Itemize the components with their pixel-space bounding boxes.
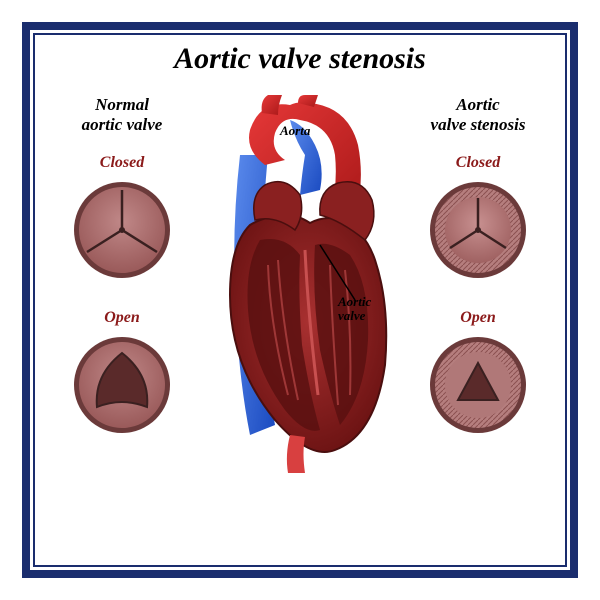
normal-valve-heading: Normal aortic valve — [42, 95, 202, 136]
normal-closed-label: Closed — [42, 154, 202, 172]
page-title: Aortic valve stenosis — [0, 42, 600, 76]
aortic-valve-label: Aortic valve — [338, 295, 371, 324]
aorta-label: Aorta — [280, 123, 310, 139]
stenosis-open-label: Open — [398, 309, 558, 327]
stenosis-valve-heading: Aortic valve stenosis — [398, 95, 558, 136]
stenosis-valve-closed-icon — [428, 180, 528, 280]
heart-svg-icon — [190, 95, 410, 475]
stenosis-valve-column: Aortic valve stenosis Closed Open — [398, 95, 558, 464]
stenosis-valve-open-icon — [428, 335, 528, 435]
normal-open-label: Open — [42, 309, 202, 327]
normal-valve-closed-icon — [72, 180, 172, 280]
stenosis-closed-label: Closed — [398, 154, 558, 172]
normal-valve-column: Normal aortic valve Closed Open — [42, 95, 202, 464]
heart-diagram: Aorta Aortic valve — [190, 95, 410, 475]
normal-valve-open-icon — [72, 335, 172, 435]
